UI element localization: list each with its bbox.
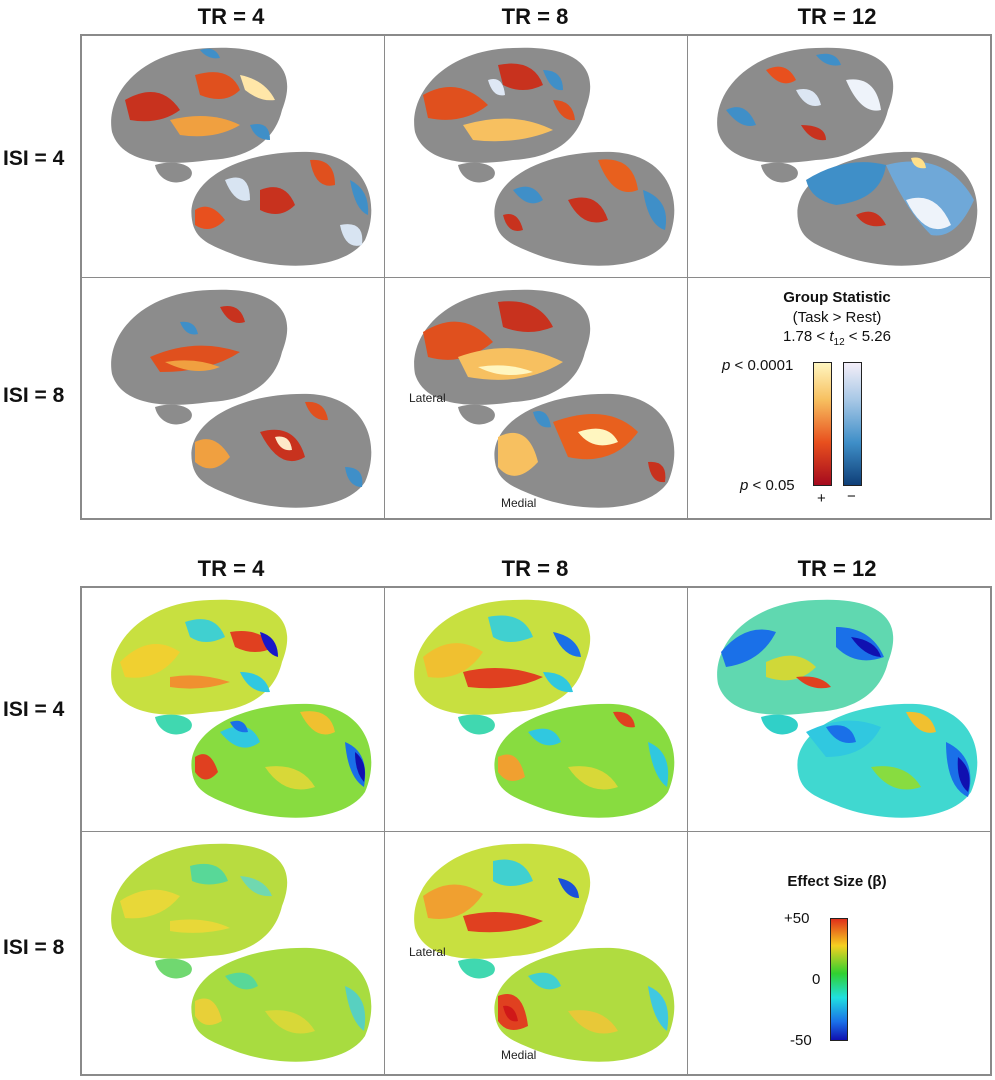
stat-legend-subtitle: (Task > Rest) [792, 309, 882, 326]
lateral-view [111, 599, 288, 735]
medial-view [191, 947, 372, 1062]
stat-col-header-1: TR = 4 [197, 4, 265, 29]
beta-mid-label: 0 [812, 971, 821, 988]
medial-view [191, 393, 372, 508]
stat-legend-range: 1.78 < t12 < 5.26 [783, 328, 891, 348]
brain-stat-isi4-tr8 [414, 47, 675, 266]
lateral-view [717, 47, 894, 183]
lateral-view [717, 599, 894, 735]
medial-view [494, 151, 675, 266]
beta-max-label: +50 [784, 910, 810, 927]
brain-stat-isi4-tr4 [111, 47, 372, 266]
stat-lateral-label: Lateral [409, 391, 446, 405]
medial-view [494, 947, 675, 1062]
medial-view [494, 703, 675, 818]
medial-view [797, 703, 978, 818]
stat-p-high: p < 0.0001 [722, 357, 794, 374]
lateral-view [111, 47, 288, 183]
medial-view [191, 703, 372, 818]
lateral-view [111, 289, 288, 425]
brain-beta-isi8-tr4 [111, 843, 372, 1062]
beta-lateral-label: Lateral [409, 945, 446, 959]
stat-plus-label: + [817, 490, 826, 507]
medial-view [191, 151, 372, 266]
beta-row-header-2: ISI = 8 [3, 936, 65, 959]
brain-beta-isi4-tr12 [717, 599, 978, 818]
stat-legend-title: Group Statistic [783, 289, 891, 306]
lateral-view [414, 289, 591, 425]
stat-cell-legend [687, 277, 991, 519]
beta-col-header-2: TR = 8 [501, 556, 569, 581]
brain-beta-isi4-tr8 [414, 599, 675, 818]
stat-minus-label: − [847, 488, 856, 505]
medial-view [797, 151, 978, 266]
beta-min-label: -50 [790, 1032, 812, 1049]
brain-stat-isi4-tr12 [717, 47, 978, 266]
stat-row-header-1: ISI = 4 [3, 147, 65, 170]
stat-positive-colorbar [813, 362, 832, 486]
beta-row-header-1: ISI = 4 [3, 698, 65, 721]
medial-view [494, 393, 675, 508]
brain-beta-isi8-tr8 [414, 843, 675, 1062]
lateral-view [414, 843, 591, 979]
stat-col-header-3: TR = 12 [797, 4, 877, 29]
stat-p-low: p < 0.05 [740, 477, 795, 494]
beta-colorbar [830, 918, 848, 1041]
stat-medial-label: Medial [501, 496, 537, 510]
stat-col-header-2: TR = 8 [501, 4, 569, 29]
beta-col-header-3: TR = 12 [797, 556, 877, 581]
beta-medial-label: Medial [501, 1048, 537, 1062]
lateral-view [414, 47, 591, 183]
beta-legend-title: Effect Size (β) [787, 873, 887, 890]
brain-beta-isi4-tr4 [111, 599, 372, 818]
lateral-view [414, 599, 591, 735]
stat-row-header-2: ISI = 8 [3, 384, 65, 407]
stat-negative-colorbar [843, 362, 862, 486]
brain-stat-isi8-tr4 [111, 289, 372, 508]
lateral-view [111, 843, 288, 979]
brain-stat-isi8-tr8 [414, 289, 675, 508]
beta-col-header-1: TR = 4 [197, 556, 265, 581]
